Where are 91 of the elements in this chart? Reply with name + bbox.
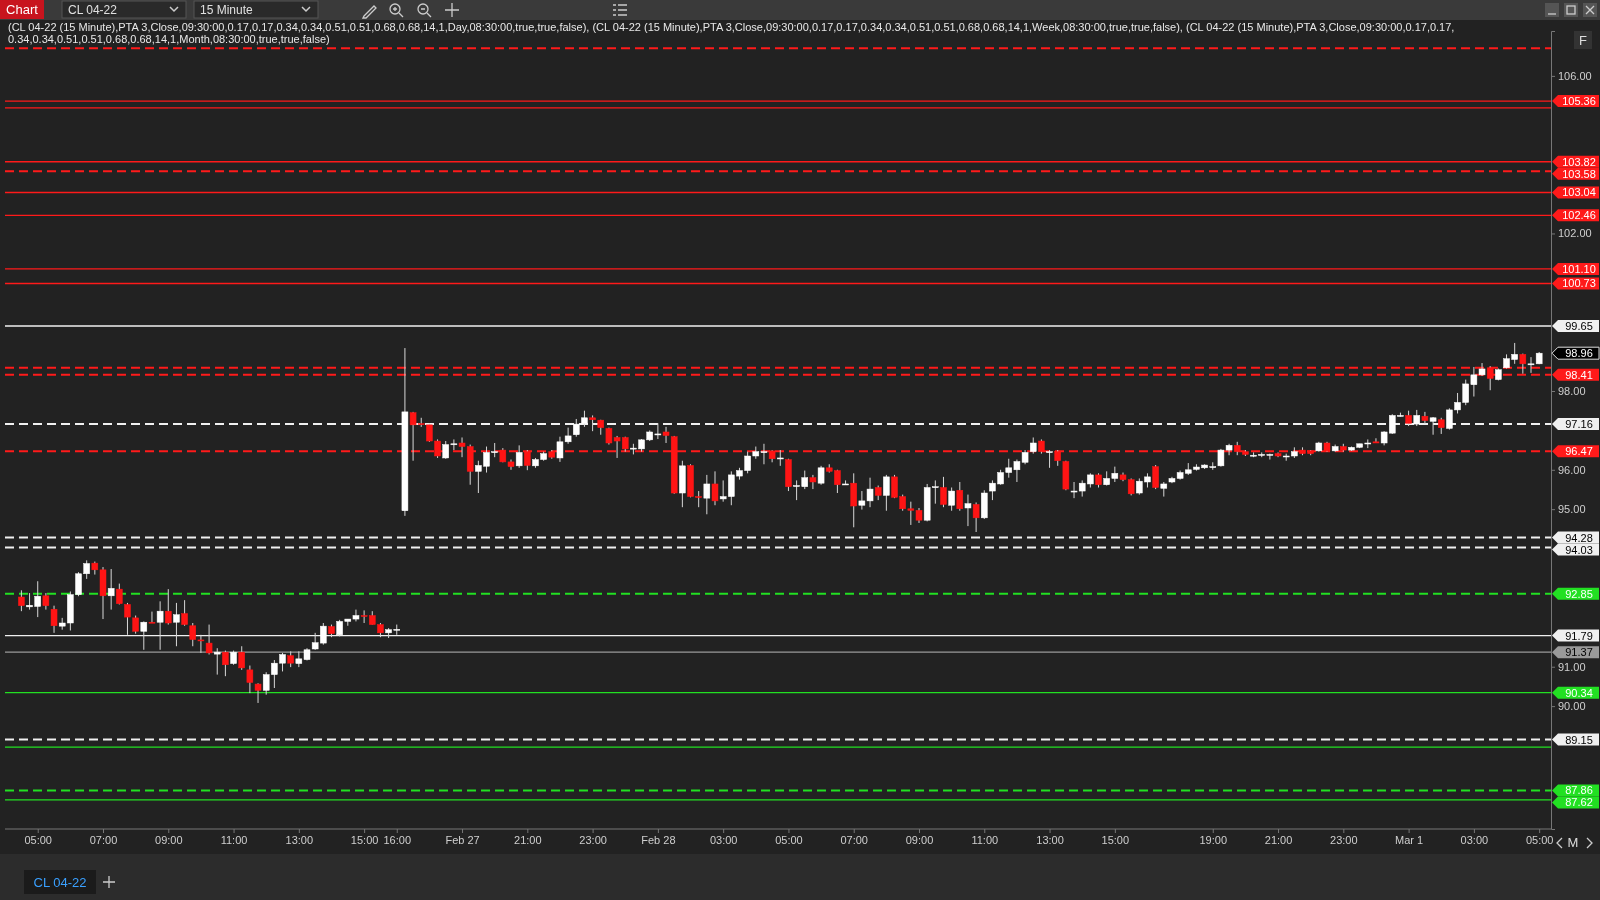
x-tick-label: 09:00 (905, 833, 934, 846)
ref-line-label: 90.34 (1565, 686, 1593, 699)
candlestick (205, 624, 213, 656)
y-tick-label: 98.00 (1558, 385, 1586, 398)
candlestick (964, 494, 972, 527)
candlestick (238, 645, 245, 671)
y-tick-label: 95.00 (1558, 503, 1586, 516)
x-tick-label: 03:00 (1460, 833, 1489, 846)
ref-line-label: 103.58 (1562, 167, 1596, 180)
candlestick (222, 650, 229, 677)
text: M (1567, 835, 1579, 850)
x-tick-label: 09:00 (155, 833, 183, 846)
ref-line-label: 103.82 (1562, 155, 1596, 168)
candlestick (156, 600, 164, 651)
x-tick-label: 11:00 (971, 833, 999, 846)
ref-line-label: 92.85 (1565, 587, 1593, 600)
y-tick-label: 96.00 (1558, 463, 1586, 476)
candlestick (850, 472, 857, 528)
text: Chart (6, 2, 39, 17)
y-tick-label: 102.00 (1558, 227, 1592, 240)
candlestick (948, 487, 955, 512)
candlestick (213, 647, 221, 676)
x-tick-label: 11:00 (220, 833, 248, 846)
ref-line-label: 105.36 (1562, 95, 1596, 108)
candlestick (956, 481, 964, 512)
text: 15 Minute (200, 3, 254, 17)
y-tick-label: 91.00 (1558, 660, 1586, 673)
ref-line-label: 96.47 (1565, 445, 1593, 458)
x-tick-label: 13:00 (285, 833, 314, 846)
x-tick-label: Feb 27 (445, 833, 480, 846)
x-tick-label: 21:00 (1264, 833, 1293, 846)
x-tick-label: 23:00 (1330, 833, 1358, 846)
ref-line-label: 99.65 (1565, 320, 1593, 333)
ref-line-label: 100.73 (1562, 277, 1596, 290)
x-tick-label: 21:00 (514, 833, 542, 846)
ref-line-label: 94.03 (1565, 543, 1593, 556)
x-tick-label: 23:00 (579, 833, 607, 846)
text: 98.96 (1565, 347, 1593, 360)
candlestick (246, 665, 254, 694)
x-tick-label: 15:00 (350, 833, 379, 846)
candlestick (662, 426, 670, 444)
x-tick-label: 15:00 (1101, 833, 1130, 846)
candlestick (181, 599, 188, 627)
candlestick (1152, 464, 1159, 490)
text: CL 04-22 (33, 875, 87, 890)
ref-line-label: 91.37 (1565, 646, 1593, 659)
ref-line-label: 102.46 (1562, 209, 1596, 222)
candlestick (1372, 437, 1380, 444)
ref-line-label: 94.28 (1565, 531, 1593, 544)
ref-line-label: 91.79 (1565, 629, 1593, 642)
x-tick-label: Mar 1 (1395, 833, 1424, 846)
candlestick (972, 501, 980, 533)
candlestick (148, 611, 156, 624)
x-tick-label: 03:00 (709, 833, 738, 846)
x-tick-label: 05:00 (24, 833, 52, 846)
text: CL 04-22 (68, 3, 118, 17)
x-tick-label: 16:00 (383, 833, 412, 846)
ref-line-label: 89.15 (1565, 733, 1593, 746)
x-tick-label: 19:00 (1199, 833, 1228, 846)
x-tick-label: 13:00 (1036, 833, 1064, 846)
candlestick (817, 465, 825, 486)
candlestick (703, 474, 711, 515)
candlestick (165, 588, 172, 626)
ref-line-label: 87.86 (1565, 784, 1593, 797)
x-tick-label: 07:00 (89, 833, 118, 846)
candlestick (173, 602, 180, 647)
x-tick-label: 07:00 (840, 833, 868, 846)
y-tick-label: 90.00 (1558, 700, 1586, 713)
candlestick (254, 682, 262, 704)
ref-line-label: 98.41 (1565, 368, 1593, 381)
text: F (1579, 33, 1588, 48)
ref-line-label: 101.10 (1562, 262, 1596, 275)
x-tick-label: 05:00 (775, 833, 803, 846)
candlestick (1421, 411, 1429, 425)
ref-line-label: 97.16 (1565, 418, 1593, 431)
ref-line-label: 103.04 (1562, 186, 1596, 199)
candlestick (809, 474, 817, 490)
candlestick (1429, 416, 1437, 436)
candlestick (940, 476, 947, 508)
candlestick (107, 568, 115, 611)
x-tick-label: Feb 28 (641, 833, 676, 846)
x-tick-label: 05:00 (1525, 833, 1554, 846)
candlestick (711, 470, 719, 506)
candlestick (18, 589, 25, 612)
ref-line-label: 87.62 (1565, 796, 1593, 809)
candlestick (883, 474, 890, 512)
candlestick (50, 605, 58, 634)
candlestick (515, 444, 523, 469)
y-tick-label: 106.00 (1558, 69, 1592, 82)
candlestick (140, 620, 148, 651)
annotation: (CL 04-22 (15 Minute),PTA 3,Close,09:30:00,0.17,0.17,0.34,0.34,0.51,0.51,0.68,0.68,14,1,Day,08:30:00,true,true,false), (CL 04-22 (15 Minute),PTA 3,Close,09:30:00,0.17,0.17,0.34,0.34,0.51,0.51,0.68,0.68,14,1,Week,08:30:00,true,true,false), (CL 04-22 (15 Minute),PTA 3,Close,09:30:00,0.17,0.17,0.34,0.34,0.51,0.51,0.68,0.68,14,1,Month,08:30:00,true,true,false) (8, 21, 1456, 45)
